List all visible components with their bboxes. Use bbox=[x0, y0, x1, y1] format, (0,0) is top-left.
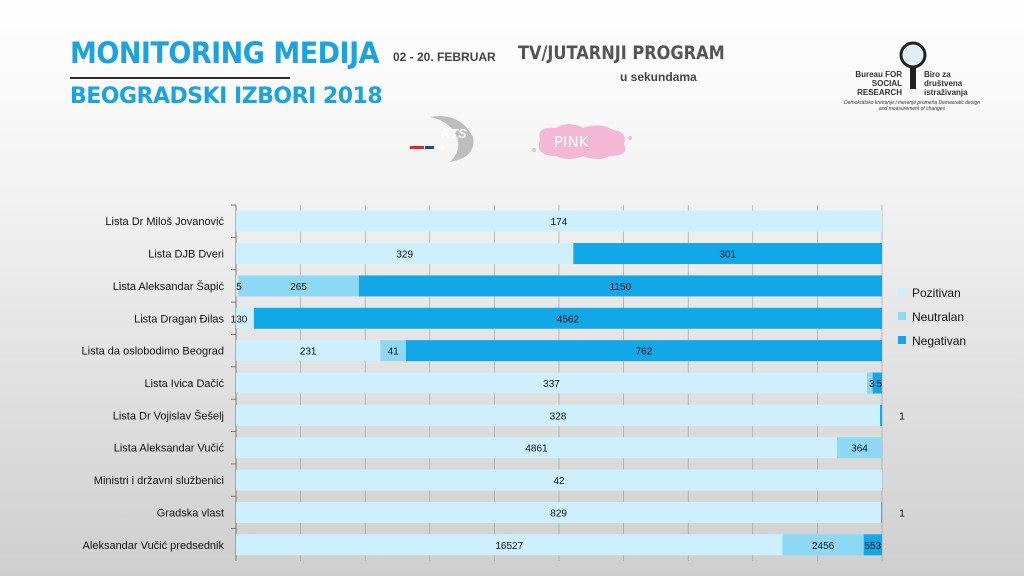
data-label: 1150 bbox=[610, 282, 632, 293]
bar-segment-neutralan bbox=[238, 275, 359, 297]
category-label: Aleksandar Vučić predsednik bbox=[83, 540, 225, 552]
data-label: 174 bbox=[551, 217, 568, 228]
category-label: Lista Aleksandar Šapić bbox=[113, 280, 225, 293]
data-label: 265 bbox=[290, 282, 307, 293]
data-label: 328 bbox=[550, 411, 567, 422]
title-divider bbox=[70, 77, 290, 79]
title-line-2: BEOGRADSKI IZBORI 2018 bbox=[70, 84, 383, 109]
program-title: TV/JUTARNJI PROGRAM bbox=[518, 42, 725, 64]
category-label: Lista Ivica Dačić bbox=[145, 378, 225, 390]
bar-segment-pozitivan bbox=[236, 210, 882, 232]
bar-segment-pozitivan bbox=[236, 372, 868, 394]
bar-segment-pozitivan bbox=[236, 404, 881, 426]
legend-swatch bbox=[898, 336, 906, 344]
data-label: 42 bbox=[553, 476, 565, 487]
category-label: Lista Dr Miloš Jovanović bbox=[105, 216, 224, 228]
data-label: 3 bbox=[869, 379, 875, 390]
pink-logo-text: PINK bbox=[554, 133, 590, 151]
pink-logo: PINK bbox=[532, 124, 632, 159]
category-label: Lista da oslobodimo Beograd bbox=[82, 346, 224, 358]
bar-segment-pozitivan bbox=[236, 501, 882, 523]
rts-logo: RTS bbox=[410, 116, 474, 162]
bar-segment-pozitivan bbox=[236, 275, 239, 297]
bar-segment-neutralan bbox=[782, 534, 864, 556]
bureau-logo bbox=[899, 41, 927, 89]
category-label: Lista Aleksandar Vučić bbox=[114, 443, 225, 455]
category-label: Ministri i državni službenici bbox=[94, 475, 224, 487]
logo-text-sr: Biro za društvena istraživanja bbox=[924, 70, 968, 97]
bar-segment-negativan bbox=[881, 501, 883, 523]
data-label: 4562 bbox=[557, 314, 580, 325]
data-label: 337 bbox=[543, 379, 560, 390]
data-label: 41 bbox=[388, 347, 400, 358]
bar-segment-pozitivan bbox=[236, 340, 381, 362]
data-label: 364 bbox=[851, 444, 868, 455]
data-label: 1 bbox=[899, 508, 905, 519]
legend-item: Neutralan bbox=[912, 310, 964, 324]
data-label: 2456 bbox=[812, 541, 835, 552]
data-label: 130 bbox=[231, 314, 248, 325]
category-label: Lista Dragan Đilas bbox=[134, 313, 224, 325]
data-label: 5 bbox=[236, 282, 242, 293]
data-label: 16527 bbox=[495, 541, 523, 552]
data-label: 301 bbox=[719, 250, 736, 261]
bar-segment-negativan bbox=[253, 307, 882, 329]
data-label: 4861 bbox=[525, 444, 548, 455]
data-label: 5 bbox=[877, 379, 883, 390]
legend-item: Pozitivan bbox=[912, 286, 961, 300]
legend-item: Negativan bbox=[912, 334, 966, 348]
legend-swatch bbox=[898, 288, 906, 296]
data-label: 231 bbox=[300, 347, 317, 358]
bar-segment-pozitivan bbox=[236, 437, 837, 459]
bar-segment-pozitivan bbox=[236, 469, 882, 491]
category-label: Lista DJB Dveri bbox=[148, 249, 224, 261]
bar-segment-negativan bbox=[405, 340, 882, 362]
bar-segment-negativan bbox=[872, 372, 882, 394]
bar-segment-negativan bbox=[863, 534, 882, 556]
title-line-1: MONITORING MEDIJA bbox=[70, 36, 380, 71]
date-range: 02 - 20. FEBRUAR bbox=[393, 50, 496, 64]
bar-segment-negativan bbox=[573, 243, 882, 265]
unit-label: u sekundama bbox=[620, 70, 697, 84]
data-label: 829 bbox=[550, 508, 567, 519]
bar-segment-neutralan bbox=[380, 340, 406, 362]
data-label: 329 bbox=[396, 250, 413, 261]
logo-tagline: Demokratsko kreiranje i merenje promena … bbox=[844, 100, 980, 112]
bar-segment-negativan bbox=[880, 404, 882, 426]
bar-segment-neutralan bbox=[867, 372, 873, 394]
bar-segment-pozitivan bbox=[236, 534, 783, 556]
bar-segment-neutralan bbox=[836, 437, 882, 459]
rts-logo-text: RTS bbox=[441, 126, 467, 141]
bar-segment-pozitivan bbox=[236, 243, 574, 265]
data-label: 553 bbox=[865, 541, 882, 552]
data-label: 762 bbox=[636, 347, 653, 358]
data-label: 1 bbox=[899, 411, 905, 422]
category-label: Gradska vlast bbox=[157, 507, 224, 519]
category-label: Lista Dr Vojislav Šešelj bbox=[113, 409, 224, 422]
legend-swatch bbox=[898, 312, 906, 320]
logo-text-en: Bureau FOR SOCIAL RESEARCH bbox=[855, 70, 902, 97]
bar-segment-negativan bbox=[358, 275, 882, 297]
bar-segment-pozitivan bbox=[236, 307, 254, 329]
